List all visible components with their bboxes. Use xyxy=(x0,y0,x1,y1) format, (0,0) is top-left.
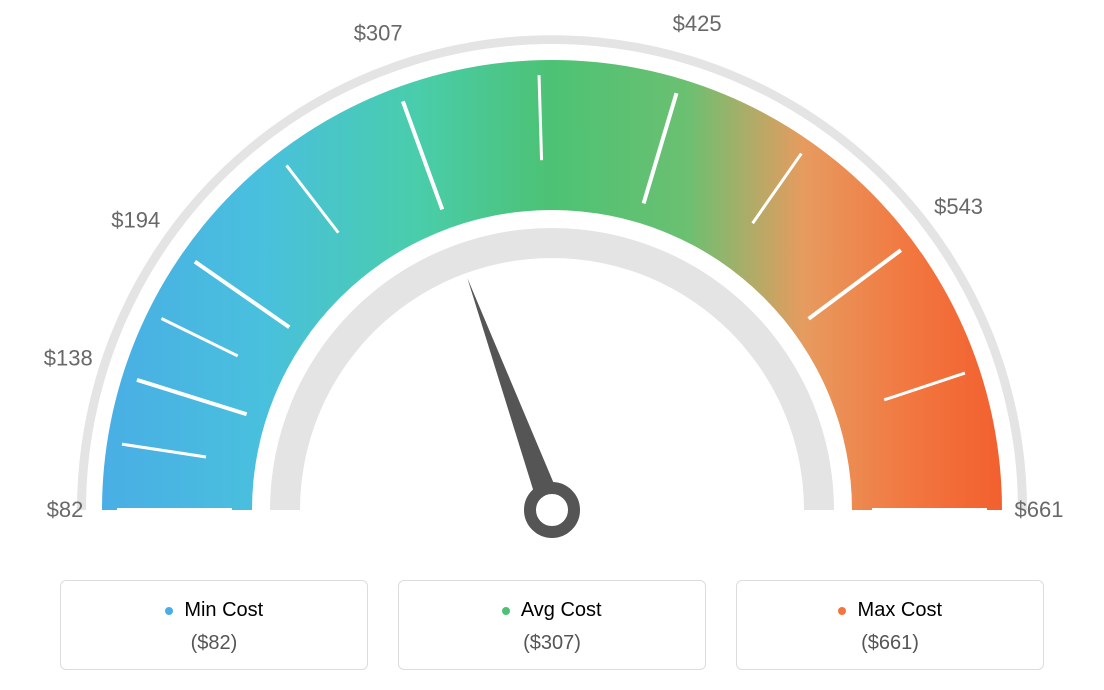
gauge-color-band xyxy=(102,60,1002,510)
dot-icon xyxy=(165,607,173,615)
dot-icon xyxy=(838,607,846,615)
legend-max-card: Max Cost ($661) xyxy=(736,580,1044,670)
gauge-area: $82 $138 $194 $307 $425 $543 $661 xyxy=(0,0,1104,560)
gauge-tick-label: $543 xyxy=(934,194,983,219)
legend-min-title: Min Cost xyxy=(73,599,355,622)
legend-min-label: Min Cost xyxy=(184,599,263,621)
gauge-tick-label: $82 xyxy=(47,497,84,522)
legend-min-value: ($82) xyxy=(73,632,355,655)
legend-max-label: Max Cost xyxy=(858,599,942,621)
legend-max-value: ($661) xyxy=(749,632,1031,655)
gauge-tick-label: $307 xyxy=(354,21,403,46)
gauge-svg: $82 $138 $194 $307 $425 $543 $661 xyxy=(0,0,1104,560)
legend-avg-label: Avg Cost xyxy=(521,599,602,621)
legend-avg-title: Avg Cost xyxy=(411,599,693,622)
legend-row: Min Cost ($82) Avg Cost ($307) Max Cost … xyxy=(60,580,1044,670)
gauge-tick-label: $194 xyxy=(111,208,160,233)
legend-avg-value: ($307) xyxy=(411,632,693,655)
gauge-tick-label: $138 xyxy=(44,345,93,370)
legend-avg-card: Avg Cost ($307) xyxy=(398,580,706,670)
legend-max-title: Max Cost xyxy=(749,599,1031,622)
cost-gauge-chart: $82 $138 $194 $307 $425 $543 $661 Min Cost ($8… xyxy=(0,0,1104,690)
gauge-needle-hub xyxy=(530,488,574,532)
gauge-tick-label: $661 xyxy=(1015,497,1064,522)
legend-min-card: Min Cost ($82) xyxy=(60,580,368,670)
gauge-tick-label: $425 xyxy=(673,11,722,36)
dot-icon xyxy=(502,607,510,615)
gauge-needle xyxy=(467,278,563,514)
